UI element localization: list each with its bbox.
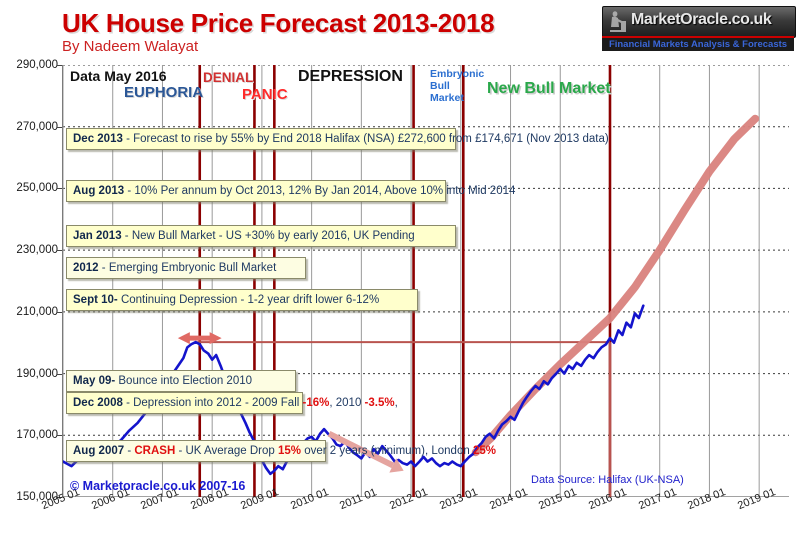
annotation-aug-2007-text-c: over 2 years (minimum), London bbox=[301, 445, 473, 457]
event-marker-lines bbox=[198, 65, 612, 497]
phase-label-embryonic-bull-market: Embryonic Bull Market bbox=[430, 68, 485, 104]
y-axis-tick-label: 250,000 bbox=[16, 182, 58, 195]
copyright-notice: © Marketoracle.co.uk 2007-16 bbox=[70, 479, 246, 493]
phase-label-new-bull-market: New Bull Market bbox=[487, 80, 611, 97]
y-axis-tick-label: 190,000 bbox=[16, 367, 58, 380]
y-axis-tick bbox=[57, 311, 62, 313]
annotation-dec-2008-value-1: -16% bbox=[302, 397, 330, 409]
phase-label-data: Data May 2016 bbox=[70, 68, 167, 84]
y-axis-tick-label: 230,000 bbox=[16, 244, 58, 257]
y-axis-tick bbox=[57, 188, 62, 190]
y-axis-tick-label: 270,000 bbox=[16, 120, 58, 133]
annotation-may-09-date: May 09- bbox=[73, 375, 116, 387]
y-axis-tick bbox=[57, 497, 62, 498]
annotation-aug-2007-value-2: 25% bbox=[472, 445, 496, 457]
data-source-note: Data Source: Halifax (UK-NSA) bbox=[531, 474, 684, 486]
annotation-sept-10: Sept 10- Continuing Depression - 1-2 yea… bbox=[66, 289, 418, 311]
y-axis-tick bbox=[57, 250, 62, 252]
annotation-2012-date: 2012 bbox=[73, 262, 99, 274]
y-axis-tick-label: 210,000 bbox=[16, 305, 58, 318]
annotation-sept-10-date: Sept 10- bbox=[73, 294, 118, 306]
forecast-line bbox=[471, 114, 760, 457]
annotation-aug-2007: Aug 2007 - CRASH - UK Average Drop 15% o… bbox=[66, 440, 496, 462]
annotation-2012-text: - Emerging Embryonic Bull Market bbox=[98, 262, 277, 274]
y-axis-tick bbox=[57, 65, 62, 66]
logo-tagline: Financial Markets Analysis & Forecasts bbox=[602, 38, 794, 51]
horizontal-price-marker bbox=[197, 341, 611, 497]
y-axis-tick bbox=[57, 435, 62, 437]
annotation-sept-10-text: Continuing Depression - 1-2 year drift l… bbox=[117, 294, 380, 306]
phase-label-depression: DEPRESSION bbox=[298, 68, 403, 85]
annotation-dec-2013-date: Dec 2013 bbox=[73, 133, 123, 145]
annotation-dec-2008-date: Dec 2008 bbox=[73, 397, 123, 409]
logo-divider bbox=[602, 36, 794, 38]
annotation-jan-2013-text: - New Bull Market - US +30% by early 201… bbox=[121, 230, 415, 242]
annotation-aug-2007-text-a: - bbox=[124, 445, 135, 457]
annotation-dec-2008-text-c: , bbox=[394, 397, 398, 409]
annotation-jan-2013: Jan 2013 - New Bull Market - US +30% by … bbox=[66, 225, 456, 247]
page-subtitle: By Nadeem Walayat bbox=[62, 38, 199, 55]
annotation-aug-2007-text-b: - UK Average Drop bbox=[175, 445, 278, 457]
annotation-dec-2008: Dec 2008 - Depression into 2012 - 2009 F… bbox=[66, 392, 398, 414]
x-axis: 2005 01 2006 01 2007 01 2008 01 2009 01 2010 … bbox=[40, 486, 788, 533]
phase-label-panic: PANIC bbox=[242, 86, 288, 103]
y-axis-tick bbox=[57, 126, 62, 128]
annotation-jan-2013-date: Jan 2013 bbox=[73, 230, 122, 242]
annotation-arrows bbox=[177, 332, 404, 473]
annotation-aug-2007-value-1: 15% bbox=[277, 445, 301, 457]
marketoracle-logo[interactable]: MarketOracle.co.uk bbox=[602, 6, 796, 38]
oracle-figure-icon bbox=[610, 11, 626, 32]
page-title: UK House Price Forecast 2013-2018 bbox=[62, 8, 495, 38]
phase-label-denial: DENIAL bbox=[203, 70, 254, 85]
annotation-aug-2007-crash: CRASH bbox=[134, 445, 176, 457]
annotation-aug-2013-text: - 10% Per annum by Oct 2013, 12% By Jan … bbox=[124, 185, 516, 197]
annotation-aug-2013-date: Aug 2013 bbox=[73, 185, 125, 197]
y-axis-tick-label: 150,000 bbox=[16, 491, 58, 503]
annotation-aug-2007-date: Aug 2007 bbox=[73, 445, 125, 457]
annotation-dec-2013: Dec 2013 - Forecast to rise by 55% by En… bbox=[66, 128, 609, 150]
actual-price-line bbox=[63, 304, 645, 476]
annotation-dec-2008-text-b: , 2010 bbox=[329, 397, 365, 409]
y-axis: 150,000 170,000 190,000 210,000 230,000 250,0… bbox=[0, 59, 62, 503]
annotation-dec-2013-text: - Forecast to rise by 55% by End 2018 Ha… bbox=[122, 133, 609, 145]
y-axis-tick bbox=[57, 373, 62, 375]
y-axis-tick-label: 170,000 bbox=[16, 429, 58, 442]
annotation-may-09: May 09- Bounce into Election 2010 bbox=[66, 370, 296, 392]
annotation-dec-2008-text-a: - Depression into 2012 - 2009 Fall bbox=[122, 397, 303, 409]
annotation-may-09-text: Bounce into Election 2010 bbox=[115, 375, 253, 387]
chart-svg bbox=[63, 65, 789, 497]
logo-text: MarketOracle.co.uk bbox=[631, 11, 772, 28]
phase-label-euphoria: EUPHORIA bbox=[124, 84, 204, 101]
annotation-dec-2008-value-2: -3.5% bbox=[364, 397, 395, 409]
y-axis-tick-label: 290,000 bbox=[16, 59, 58, 71]
annotation-aug-2013: Aug 2013 - 10% Per annum by Oct 2013, 12… bbox=[66, 180, 515, 202]
annotation-2012: 2012 - Emerging Embryonic Bull Market bbox=[66, 257, 306, 279]
